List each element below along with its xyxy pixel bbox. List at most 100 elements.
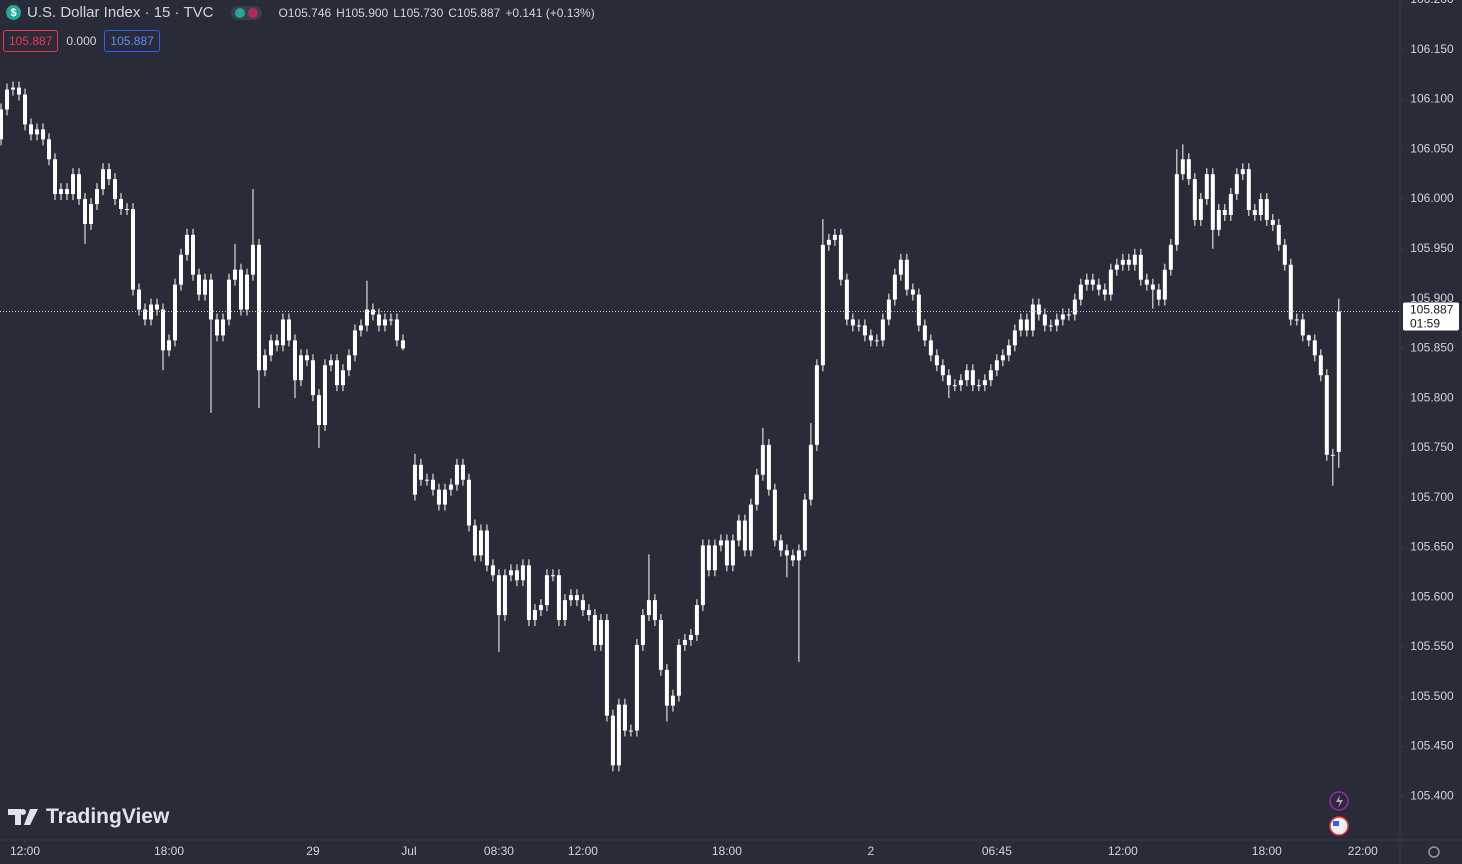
- candle-body: [514, 570, 519, 581]
- candle-body: [616, 704, 621, 766]
- candle-body: [958, 380, 963, 386]
- candle-body: [322, 365, 327, 425]
- candle-body: [1054, 319, 1059, 326]
- candle-body: [778, 540, 783, 551]
- y-tick-label: 105.800: [1410, 390, 1454, 404]
- candle-body: [814, 365, 819, 445]
- candle-body: [598, 620, 603, 645]
- candle-body: [790, 555, 795, 561]
- candle-body: [214, 319, 219, 336]
- candle-body: [610, 715, 615, 766]
- candle-body: [1102, 289, 1107, 295]
- order-boxes: 105.887 0.000 105.887: [3, 30, 160, 52]
- ohlc-high: H105.900: [336, 5, 389, 20]
- candle-body: [226, 279, 231, 320]
- candle-body: [11, 87, 16, 90]
- candle-body: [1264, 199, 1269, 220]
- candle-body: [190, 234, 195, 275]
- y-tick-label: 105.550: [1410, 639, 1454, 653]
- candle-body: [640, 615, 645, 645]
- y-tick-label: 105.850: [1410, 341, 1454, 355]
- candle-body: [460, 464, 465, 480]
- sell-box[interactable]: 105.887: [3, 30, 59, 52]
- candle-body: [1240, 169, 1245, 175]
- y-tick-label: 105.450: [1410, 739, 1454, 753]
- candle-body: [172, 284, 177, 341]
- y-tick-label: 106.050: [1410, 141, 1454, 155]
- candle-body: [1294, 319, 1299, 321]
- candle-body: [1246, 169, 1251, 210]
- candle-body: [478, 530, 483, 556]
- candle-body: [766, 444, 771, 490]
- candle-body: [736, 520, 741, 541]
- candle-body: [784, 550, 789, 556]
- candle-body: [448, 484, 453, 490]
- candle-body: [89, 204, 94, 224]
- candle-body: [826, 239, 831, 245]
- candle-body: [1318, 355, 1323, 376]
- candle-body: [130, 209, 135, 290]
- brand-name: TradingView: [46, 805, 170, 828]
- buy-box[interactable]: 105.887: [104, 30, 160, 52]
- candle-body: [232, 269, 237, 280]
- candle-body: [718, 540, 723, 546]
- candle-body: [119, 199, 124, 210]
- candle-body: [154, 304, 159, 310]
- candle-body: [17, 87, 22, 95]
- brand-logo: [8, 809, 38, 825]
- candle-body: [1096, 284, 1101, 290]
- candle-body: [53, 159, 58, 195]
- candle-body: [250, 244, 255, 275]
- candle-body: [832, 234, 837, 240]
- candle-body: [724, 540, 729, 566]
- symbol-title[interactable]: U.S. Dollar Index · 15 · TVC: [27, 4, 214, 21]
- candle-body: [1048, 325, 1053, 327]
- x-tick-label: 22:00: [1348, 844, 1378, 858]
- candle-body: [1126, 259, 1131, 265]
- candle-body: [502, 575, 507, 616]
- candle-body: [113, 179, 118, 200]
- countdown-label: 01:59: [1410, 317, 1440, 331]
- candle-body: [41, 129, 46, 140]
- candle-body: [340, 370, 345, 386]
- candle-body: [125, 209, 130, 211]
- y-tick-label: 105.900: [1410, 291, 1454, 305]
- status-pill[interactable]: [231, 5, 263, 20]
- candle-body: [1288, 264, 1293, 320]
- candle-body: [970, 370, 975, 386]
- y-tick-label: 105.650: [1410, 540, 1454, 554]
- candle-body: [436, 489, 441, 505]
- candle-body: [1066, 314, 1071, 316]
- x-tick-label: 12:00: [568, 844, 598, 858]
- candle-body: [208, 279, 213, 320]
- candle-body: [946, 375, 951, 386]
- candle-body: [142, 309, 147, 320]
- candle-body: [95, 189, 100, 205]
- candle-body: [1060, 314, 1065, 320]
- indicator-icons: [1329, 791, 1440, 858]
- candle-body: [556, 575, 561, 621]
- candle-body: [136, 289, 141, 310]
- candle-body: [568, 595, 573, 601]
- x-tick-label: 08:30: [484, 844, 514, 858]
- candle-body: [23, 94, 28, 125]
- candle-body: [1252, 210, 1257, 215]
- candle-body: [658, 620, 663, 670]
- candle-body: [1042, 314, 1047, 326]
- candle-body: [862, 325, 867, 336]
- candle-body: [742, 520, 747, 551]
- candle-body: [874, 340, 879, 342]
- candle-body: [940, 365, 945, 376]
- candle-body: [358, 325, 363, 331]
- candle-body: [1036, 304, 1041, 315]
- last-price-label: 105.887: [1410, 303, 1454, 317]
- y-tick-label: 106.200: [1410, 0, 1454, 6]
- candle-body: [364, 309, 369, 326]
- candle-body: [508, 570, 513, 576]
- candle-body: [916, 294, 921, 326]
- candle-body: [394, 319, 399, 341]
- candle-body: [400, 340, 405, 349]
- candle-body: [754, 474, 759, 505]
- candle-body: [526, 565, 531, 621]
